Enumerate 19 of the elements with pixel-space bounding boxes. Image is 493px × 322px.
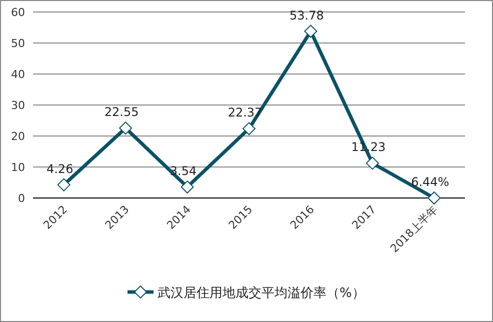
y-tick-label: 30 xyxy=(11,99,25,112)
point xyxy=(180,180,194,194)
data-label: 22.55 xyxy=(104,105,139,120)
legend-label: 武汉居住用地成交平均溢价率（%） xyxy=(158,285,365,301)
data-label: 53.78 xyxy=(290,8,324,22)
y-tick-label: 10 xyxy=(11,161,25,174)
y-tick-label: 40 xyxy=(11,68,25,81)
y-tick-label: 60 xyxy=(11,6,25,19)
point xyxy=(428,192,441,204)
point xyxy=(304,24,318,38)
point xyxy=(366,156,379,170)
y-tick-label: 50 xyxy=(11,37,25,50)
annotation: 6.44% xyxy=(411,175,450,189)
y-tick-label: 0 xyxy=(18,192,25,205)
point xyxy=(119,122,132,135)
point xyxy=(57,178,70,192)
point xyxy=(242,122,256,136)
data-label: 4.26 xyxy=(46,162,74,176)
y-tick-label: 20 xyxy=(11,130,25,143)
